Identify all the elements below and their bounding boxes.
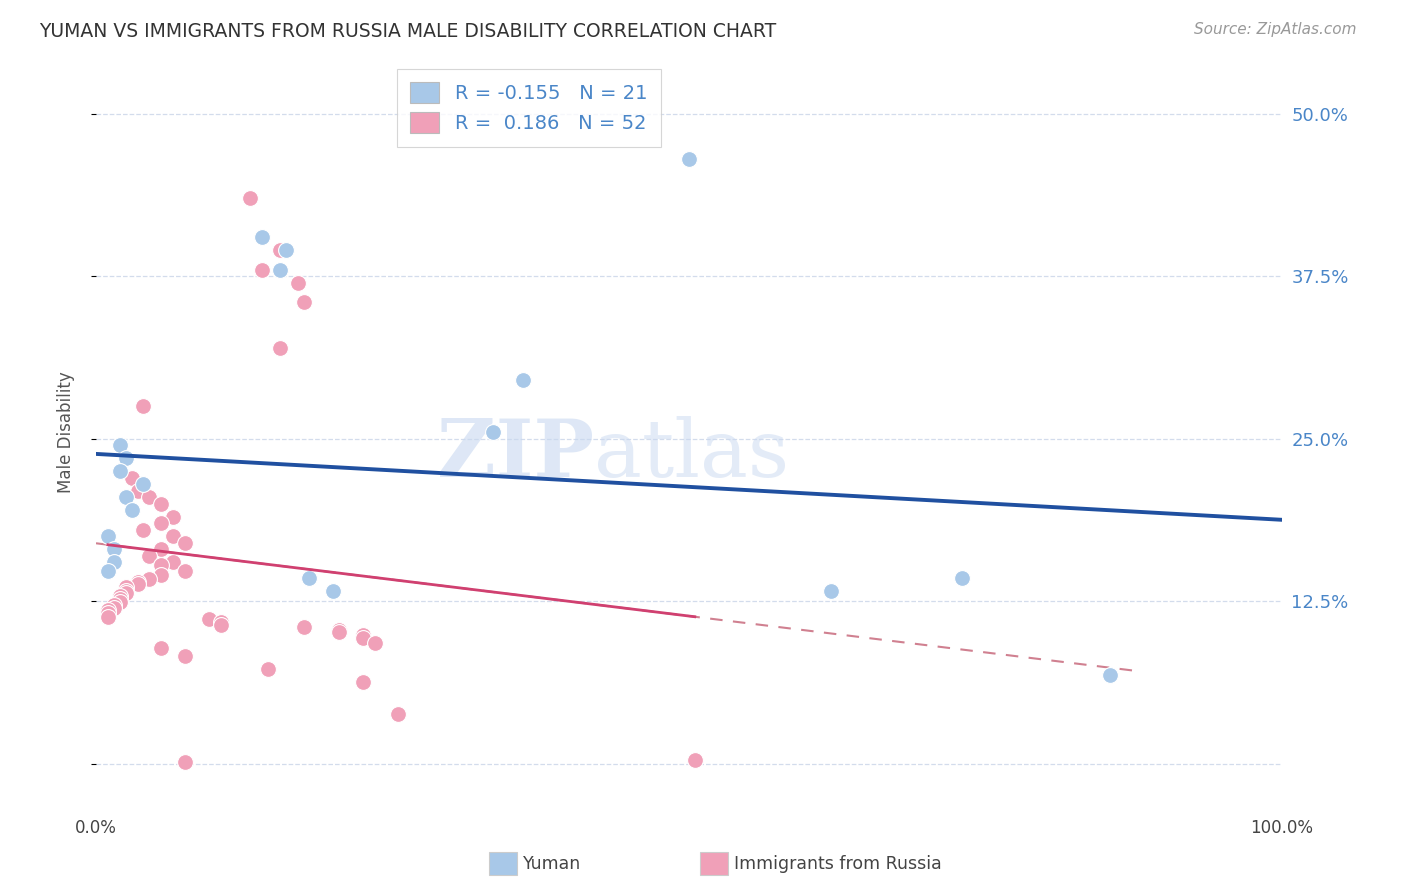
Point xyxy=(114,490,136,504)
Text: ZIP: ZIP xyxy=(437,416,593,494)
Point xyxy=(127,574,149,589)
Point xyxy=(257,662,280,676)
Point xyxy=(138,549,160,563)
Point xyxy=(239,191,262,205)
Point xyxy=(132,523,155,537)
Point xyxy=(97,564,120,578)
Point xyxy=(132,399,155,413)
Point xyxy=(97,606,120,620)
Point xyxy=(150,516,173,530)
Point xyxy=(97,609,120,624)
Y-axis label: Male Disability: Male Disability xyxy=(58,371,75,493)
Point xyxy=(209,617,232,632)
Text: Immigrants from Russia: Immigrants from Russia xyxy=(734,855,942,873)
Point xyxy=(114,583,136,598)
Point xyxy=(250,230,273,244)
Point xyxy=(482,425,505,439)
Point xyxy=(197,612,219,626)
Point xyxy=(162,509,184,524)
Point xyxy=(103,555,125,569)
Point xyxy=(162,555,184,569)
Point xyxy=(174,564,197,578)
Legend: R = -0.155   N = 21, R =  0.186   N = 52: R = -0.155 N = 21, R = 0.186 N = 52 xyxy=(396,69,661,147)
Point xyxy=(328,625,350,640)
Point xyxy=(150,542,173,557)
Point xyxy=(174,648,197,663)
Point xyxy=(150,558,173,572)
Point xyxy=(950,571,973,585)
Point xyxy=(114,586,136,600)
Point xyxy=(103,542,125,557)
Point xyxy=(269,262,291,277)
Point xyxy=(97,603,120,617)
Point xyxy=(103,600,125,615)
Text: Source: ZipAtlas.com: Source: ZipAtlas.com xyxy=(1194,22,1357,37)
Point xyxy=(162,529,184,543)
Point xyxy=(174,756,197,770)
Point xyxy=(820,583,842,598)
Text: atlas: atlas xyxy=(593,416,789,494)
Point xyxy=(322,583,344,598)
Point xyxy=(174,535,197,549)
Point xyxy=(108,591,131,606)
Point xyxy=(274,243,297,257)
Point xyxy=(352,628,374,642)
Point xyxy=(127,577,149,591)
Point xyxy=(121,470,143,484)
Point xyxy=(108,589,131,603)
Point xyxy=(269,243,291,257)
Point xyxy=(114,580,136,594)
Point xyxy=(108,595,131,609)
Point xyxy=(132,477,155,491)
Point xyxy=(103,598,125,612)
Point xyxy=(363,636,385,650)
Text: YUMAN VS IMMIGRANTS FROM RUSSIA MALE DISABILITY CORRELATION CHART: YUMAN VS IMMIGRANTS FROM RUSSIA MALE DIS… xyxy=(39,22,776,41)
Point xyxy=(512,373,534,387)
Point xyxy=(292,295,315,310)
Point xyxy=(150,640,173,655)
Point xyxy=(292,620,315,634)
Point xyxy=(352,631,374,645)
Point xyxy=(250,262,273,277)
Point xyxy=(1098,668,1121,682)
Point xyxy=(352,674,374,689)
Point xyxy=(150,497,173,511)
Point xyxy=(328,623,350,637)
Point xyxy=(121,503,143,517)
Point xyxy=(387,707,409,722)
Point xyxy=(150,568,173,582)
Point xyxy=(683,753,706,767)
Point xyxy=(298,571,321,585)
Point xyxy=(269,341,291,355)
Point xyxy=(209,615,232,629)
Point xyxy=(138,490,160,504)
Point xyxy=(97,529,120,543)
Point xyxy=(678,152,700,166)
Point xyxy=(127,483,149,498)
Point xyxy=(108,464,131,478)
Text: Yuman: Yuman xyxy=(523,855,581,873)
Point xyxy=(138,572,160,586)
Point xyxy=(108,438,131,452)
Point xyxy=(114,451,136,466)
Point xyxy=(287,276,309,290)
